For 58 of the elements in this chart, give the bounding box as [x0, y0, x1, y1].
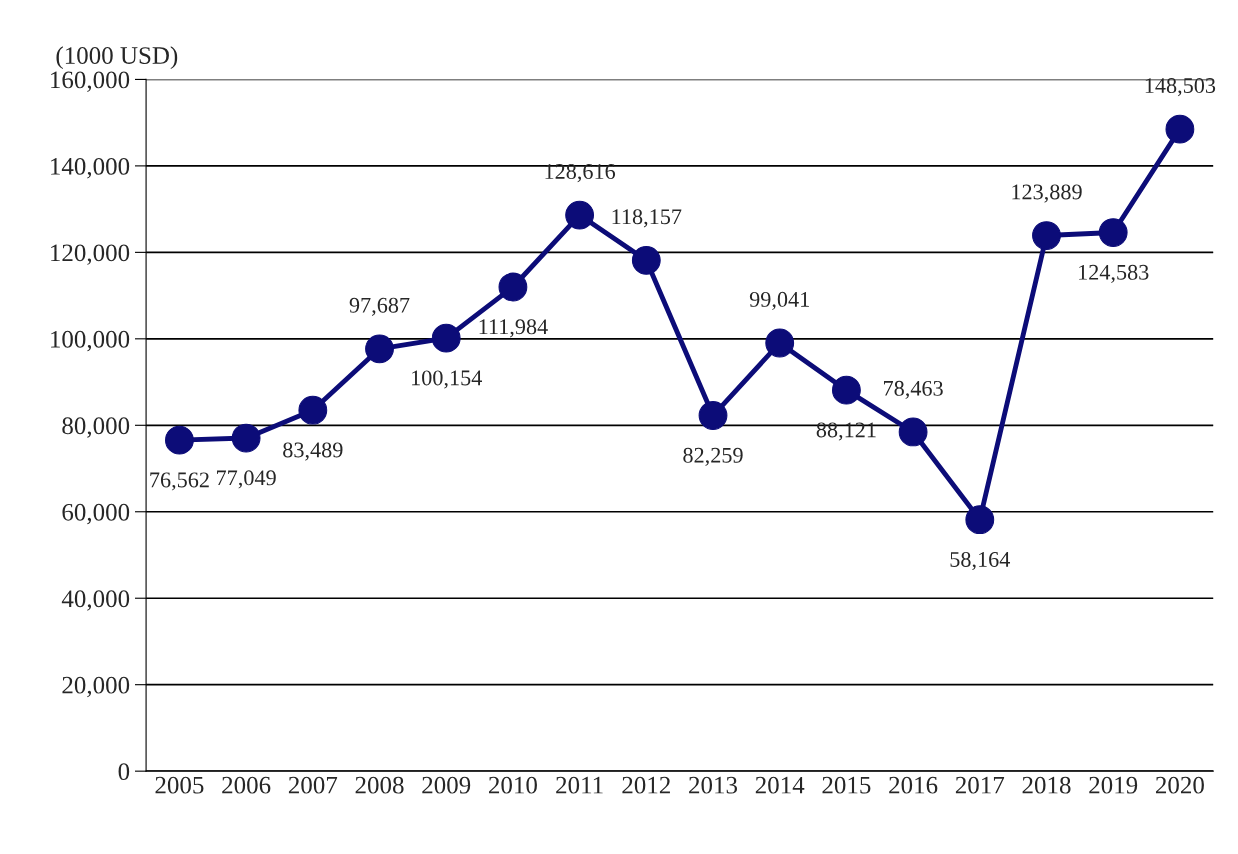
- x-tick-label: 2009: [422, 776, 471, 794]
- y-tick-label: 20,000: [62, 676, 130, 698]
- point: [698, 401, 728, 430]
- data-label: 82,259: [683, 447, 743, 466]
- x-tick-label: 2014: [755, 776, 805, 794]
- x-tick-label: 2018: [1022, 776, 1071, 794]
- data-label: 128,616: [545, 164, 616, 183]
- point: [498, 272, 528, 302]
- x-tick-label: 2019: [1089, 776, 1138, 794]
- y-tick-label: 100,000: [51, 330, 130, 352]
- y-tick-label: 140,000: [51, 157, 130, 179]
- point: [365, 334, 394, 364]
- y-tick-label: 0: [118, 763, 130, 781]
- x-tick-label: 2006: [222, 776, 271, 794]
- data-label: 58,164: [950, 551, 1011, 571]
- data-label: 148,503: [1145, 78, 1216, 97]
- data-label: 124,583: [1079, 264, 1149, 283]
- data-label: 88,121: [816, 422, 876, 441]
- data-label: 97,687: [349, 297, 410, 316]
- point: [431, 323, 461, 353]
- data-label: 118,157: [612, 209, 682, 228]
- data-label: 76,562: [150, 472, 209, 491]
- data-label: 83,489: [283, 442, 343, 461]
- x-tick-label: 2013: [689, 776, 738, 794]
- data-label: 111,984: [479, 319, 548, 338]
- y-tick-label: 80,000: [62, 417, 130, 438]
- point: [231, 423, 261, 453]
- x-tick-label: 2010: [489, 776, 537, 794]
- data-label: 123,889: [1012, 184, 1082, 203]
- point: [898, 417, 928, 447]
- x-tick-label: 2005: [155, 776, 204, 794]
- point: [1098, 218, 1128, 247]
- point: [1165, 114, 1195, 144]
- point: [631, 245, 661, 275]
- data-label: 99,041: [749, 291, 809, 311]
- y-tick-label: 60,000: [62, 503, 130, 525]
- data-label: 77,049: [217, 470, 276, 489]
- x-tick-label: 2011: [556, 776, 603, 794]
- x-tick-label: 2007: [288, 776, 338, 794]
- point: [765, 328, 795, 358]
- y-tick-label: 40,000: [61, 590, 130, 611]
- x-tick-label: 2020: [1155, 776, 1204, 794]
- x-tick-label: 2017: [955, 776, 1005, 794]
- y-tick-label: 120,000: [51, 244, 130, 265]
- x-tick-label: 2012: [622, 776, 670, 794]
- data-label: 100,154: [412, 370, 482, 389]
- x-tick-label: 2015: [822, 776, 871, 794]
- point: [165, 425, 194, 455]
- point: [1032, 221, 1061, 250]
- point: [565, 200, 595, 230]
- x-tick-label: 2016: [889, 776, 938, 794]
- y-tick-label: 160,000: [51, 71, 130, 92]
- x-tick-label: 2008: [355, 776, 404, 794]
- y-axis-title: (1000 USD): [56, 46, 178, 70]
- point: [965, 505, 995, 535]
- data-label: 78,463: [884, 380, 943, 400]
- point: [832, 375, 861, 405]
- point: [298, 395, 328, 425]
